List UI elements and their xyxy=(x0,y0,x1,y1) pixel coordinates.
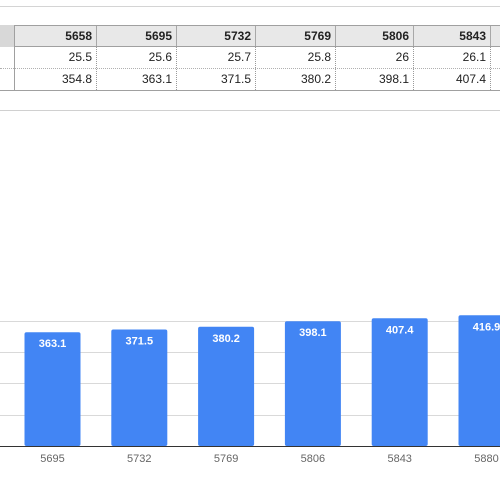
grid-top-border xyxy=(0,6,500,7)
bar-chart-svg: 363.1 5695 371.5 5732 380.2 5769 398.1 5806 407.… xyxy=(0,315,500,465)
data-cell[interactable]: 25.6 xyxy=(97,47,177,68)
header-cell[interactable]: 5806 xyxy=(336,26,414,46)
bar-chart[interactable]: 363.1 5695 371.5 5732 380.2 5769 398.1 5806 407.… xyxy=(0,110,500,488)
row-header-edge xyxy=(0,25,15,91)
data-row: 354.8 363.1 371.5 380.2 398.1 407.4 xyxy=(0,69,500,91)
data-cell[interactable]: 398.1 xyxy=(336,69,414,90)
bar-data-label: 416.9 xyxy=(473,321,500,333)
data-cell[interactable]: 25.7 xyxy=(177,47,256,68)
x-tick-label: 5769 xyxy=(214,453,238,465)
bar-data-label: 380.2 xyxy=(212,333,240,345)
chart-bar[interactable] xyxy=(371,318,428,446)
data-cell[interactable]: 25.5 xyxy=(15,47,97,68)
bar-data-label: 407.4 xyxy=(386,324,414,336)
bar-data-label: 398.1 xyxy=(299,327,327,339)
chart-bar[interactable] xyxy=(111,329,168,447)
chart-bar[interactable] xyxy=(284,321,341,446)
spreadsheet-table: 5658 5695 5732 5769 5806 5843 25.5 25.6 … xyxy=(0,25,500,91)
header-cell[interactable]: 5732 xyxy=(177,26,256,46)
data-cell[interactable]: 26 xyxy=(336,47,414,68)
x-tick-label: 5880 xyxy=(474,453,498,465)
data-cell[interactable]: 354.8 xyxy=(15,69,97,90)
data-row: 25.5 25.6 25.7 25.8 26 26.1 xyxy=(0,47,500,69)
data-cell[interactable]: 26.1 xyxy=(414,47,491,68)
bar-data-label: 363.1 xyxy=(39,338,67,350)
header-cell[interactable]: 5695 xyxy=(97,26,177,46)
bar-data-label: 371.5 xyxy=(126,336,154,348)
x-tick-label: 5806 xyxy=(301,453,325,465)
x-tick-label: 5695 xyxy=(40,453,64,465)
header-cell[interactable]: 5658 xyxy=(15,26,97,46)
data-cell[interactable]: 407.4 xyxy=(414,69,491,90)
data-cell[interactable]: 25.8 xyxy=(256,47,336,68)
data-cell[interactable]: 380.2 xyxy=(256,69,336,90)
chart-border xyxy=(0,110,500,111)
row-header-corner xyxy=(0,25,15,47)
header-cell[interactable]: 5769 xyxy=(256,26,336,46)
x-tick-label: 5732 xyxy=(127,453,151,465)
chart-bar[interactable] xyxy=(198,326,255,446)
data-cell[interactable]: 371.5 xyxy=(177,69,256,90)
header-row: 5658 5695 5732 5769 5806 5843 xyxy=(0,25,500,47)
x-tick-label: 5843 xyxy=(387,453,411,465)
chart-bar[interactable] xyxy=(24,332,81,446)
header-cell[interactable]: 5843 xyxy=(414,26,491,46)
data-cell[interactable]: 363.1 xyxy=(97,69,177,90)
chart-bar[interactable] xyxy=(458,315,500,446)
